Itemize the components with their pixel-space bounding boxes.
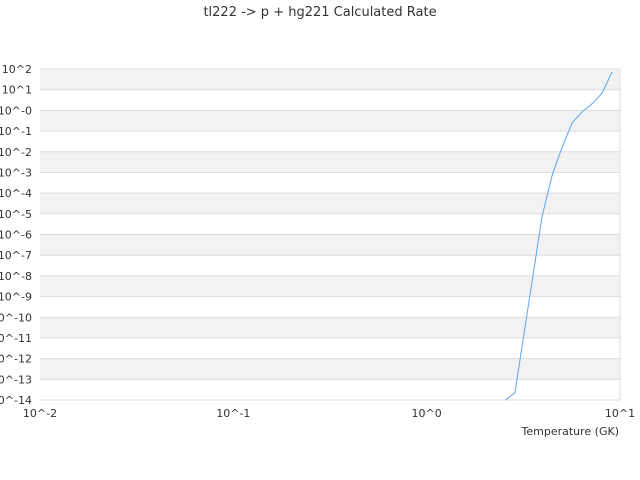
grid-band bbox=[40, 255, 620, 276]
grid-band bbox=[40, 213, 620, 235]
y-tick-label: 10^-8 bbox=[0, 270, 32, 283]
y-tick-label: 10^-5 bbox=[0, 208, 32, 221]
x-tick-label: 10^-1 bbox=[216, 407, 250, 420]
y-tick-label: 10^1 bbox=[2, 84, 32, 97]
grid-band bbox=[40, 131, 620, 152]
chart-title: tl222 -> p + hg221 Calculated Rate bbox=[203, 5, 436, 20]
y-tick-label: 10^-13 bbox=[0, 373, 32, 386]
y-tick-label: 10^-2 bbox=[0, 146, 32, 159]
y-tick-label: 10^-1 bbox=[0, 125, 32, 138]
grid-band bbox=[40, 379, 620, 400]
y-tick-label: 10^-0 bbox=[0, 104, 32, 117]
series-line bbox=[505, 71, 613, 401]
y-tick-label: 10^-14 bbox=[0, 394, 32, 407]
y-tick-label: 10^-11 bbox=[0, 332, 32, 345]
y-tick-label: 10^-9 bbox=[0, 291, 32, 304]
grid-band bbox=[40, 358, 620, 380]
x-tick-labels: 10^-2 10^-1 10^0 10^1 bbox=[23, 407, 635, 420]
grid-band bbox=[40, 193, 620, 214]
x-tick-label: 10^-2 bbox=[23, 407, 57, 420]
y-tick-label: 10^-10 bbox=[0, 311, 32, 324]
grid-band bbox=[40, 275, 620, 297]
grid-band bbox=[40, 317, 620, 338]
x-tick-label: 10^1 bbox=[605, 407, 635, 420]
y-tick-label: 10^-7 bbox=[0, 249, 32, 262]
grid-band bbox=[40, 110, 620, 132]
y-tick-label: 10^2 bbox=[2, 63, 32, 76]
grid-band bbox=[40, 296, 620, 318]
grid-band bbox=[40, 89, 620, 111]
y-tick-label: 10^-12 bbox=[0, 353, 32, 366]
x-tick-label: 10^0 bbox=[412, 407, 442, 420]
series-lines bbox=[505, 71, 613, 401]
grid-band bbox=[40, 234, 620, 256]
y-tick-label: 10^-4 bbox=[0, 187, 32, 200]
y-tick-label: 10^-3 bbox=[0, 166, 32, 179]
x-axis-label: Temperature (GK) bbox=[521, 425, 620, 438]
y-tick-label: 10^-6 bbox=[0, 229, 32, 242]
grid-band bbox=[40, 151, 620, 173]
grid-band bbox=[40, 69, 620, 90]
grid-band bbox=[40, 172, 620, 194]
grid-bands bbox=[40, 68, 621, 401]
grid-band bbox=[40, 337, 620, 359]
y-tick-labels: 10^2 10^1 10^-0 10^-1 10^-2 10^-3 10^-4 10^-5 10… bbox=[0, 63, 32, 407]
